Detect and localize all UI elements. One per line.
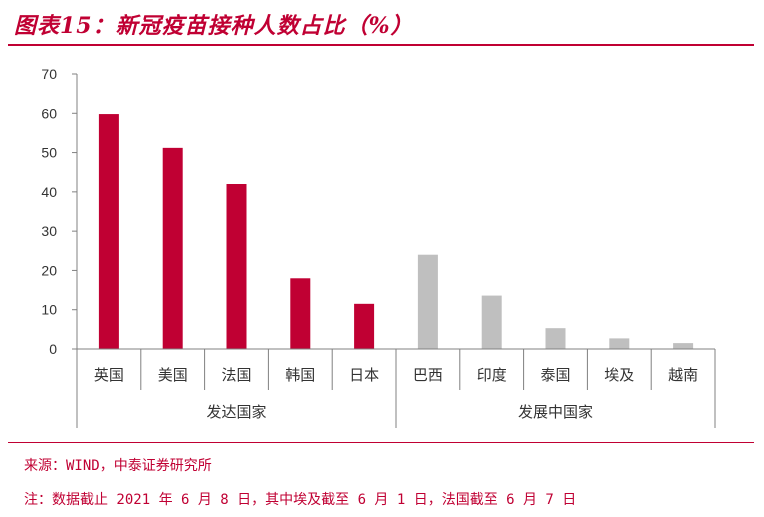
y-tick-label: 10 (41, 302, 57, 318)
bar-2 (162, 147, 183, 349)
bar-9 (609, 338, 630, 349)
y-tick-label: 0 (49, 341, 57, 357)
x-category-label: 英国 (94, 366, 124, 384)
x-group-label: 发展中国家 (518, 403, 593, 421)
y-tick-label: 20 (41, 262, 57, 278)
y-tick-label: 40 (41, 184, 57, 200)
bar-7 (481, 295, 502, 349)
bar-8 (545, 328, 566, 349)
bar-4 (290, 278, 311, 349)
y-tick-label: 50 (41, 145, 57, 161)
bar-5 (354, 303, 375, 349)
bar-1 (98, 114, 119, 349)
y-tick-label: 60 (41, 105, 57, 121)
footer-rule (8, 442, 754, 443)
source-text: 来源：WIND，中泰证券研究所 (24, 458, 212, 474)
x-category-label: 美国 (158, 366, 188, 384)
note-text: 注：数据截止 2021 年 6 月 8 日，其中埃及截至 6 月 1 日，法国截… (24, 492, 577, 508)
bar-3 (226, 184, 247, 349)
title-rule (8, 44, 754, 46)
x-category-label: 越南 (668, 366, 698, 384)
y-axis: 0 10 20 30 40 50 60 70 (41, 66, 78, 357)
x-category-label: 巴西 (413, 366, 443, 384)
y-tick-label: 70 (41, 66, 57, 82)
bar-6 (417, 254, 438, 349)
x-category-label: 法国 (221, 366, 251, 384)
x-category-label: 日本 (349, 366, 379, 384)
y-tick-label: 30 (41, 223, 57, 239)
bars (98, 114, 694, 349)
chart-title: 图表15：新冠疫苗接种人数占比（%） (14, 13, 414, 39)
x-group-label: 发达国家 (206, 403, 266, 421)
bar-10 (673, 343, 694, 349)
x-category-label: 埃及 (604, 366, 634, 384)
x-category-label: 印度 (477, 366, 507, 384)
x-category-label: 泰国 (540, 366, 570, 384)
x-category-label: 韩国 (285, 366, 315, 384)
